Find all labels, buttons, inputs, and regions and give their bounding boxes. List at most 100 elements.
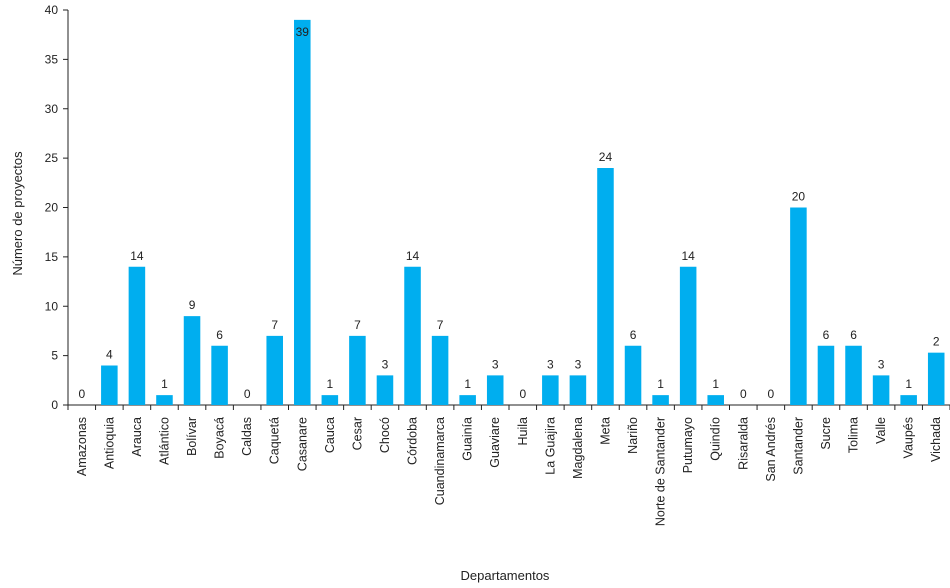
data-label: 1: [161, 377, 168, 391]
category-label: Atlántico: [157, 417, 171, 465]
y-tick-label: 30: [45, 102, 59, 116]
y-tick-label: 15: [45, 250, 59, 264]
bar: [927, 352, 945, 405]
bar: [652, 395, 669, 405]
data-label: 14: [406, 249, 420, 263]
x-axis-title: Departamentos: [461, 568, 550, 583]
data-label: 39: [296, 25, 310, 39]
data-label: 6: [850, 328, 857, 342]
bar: [790, 207, 807, 405]
data-label: 0: [244, 387, 251, 401]
data-label: 1: [712, 377, 719, 391]
category-label: Meta: [598, 417, 612, 445]
data-label: 2: [933, 335, 940, 349]
data-label: 9: [189, 298, 196, 312]
category-label: Antioquia: [102, 417, 116, 469]
data-label: 7: [354, 318, 361, 332]
data-labels: 0 4 14 1 9 6 0 7 39 1 7 3 14 7 1 3 0 3 3 24 6 1 14 1 0 0 20 6 6 3 1 2: [78, 25, 939, 401]
category-label: Guaviare: [488, 417, 502, 468]
data-label: 1: [905, 377, 912, 391]
data-label: 3: [547, 357, 554, 371]
bar: [542, 375, 559, 405]
y-tick-label: 5: [51, 349, 58, 363]
bar: [266, 335, 283, 405]
category-label: Vichada: [929, 417, 943, 462]
category-label: Córdoba: [406, 417, 420, 465]
data-label: 0: [740, 387, 747, 401]
data-label: 6: [823, 328, 830, 342]
category-label: Norte de Santander: [654, 417, 668, 526]
data-label: 4: [106, 348, 113, 362]
data-label: 6: [216, 328, 223, 342]
data-label: 20: [792, 190, 806, 204]
data-label: 14: [681, 249, 695, 263]
bar: [597, 168, 614, 405]
data-label: 0: [768, 387, 775, 401]
y-tick-label: 40: [45, 3, 59, 17]
bar: [872, 375, 890, 405]
category-label: Sucre: [819, 417, 833, 450]
x-axis: [67, 404, 950, 410]
bar: [128, 266, 146, 405]
bar: [624, 345, 642, 405]
data-label: 0: [78, 387, 85, 401]
bar: [679, 266, 697, 405]
data-label: 1: [657, 377, 664, 391]
bar: [101, 365, 118, 405]
y-tick-label: 0: [51, 398, 58, 412]
category-label: Risaralda: [736, 417, 750, 470]
data-label: 7: [271, 318, 278, 332]
category-label: Nariño: [626, 417, 640, 454]
y-axis-title: Número de proyectos: [10, 151, 25, 276]
bar: [569, 375, 587, 405]
bar: [349, 335, 366, 405]
y-axis: 0 5 10 15 20 25 30 35 40: [45, 3, 69, 412]
data-label: 1: [464, 377, 471, 391]
bar: [817, 345, 835, 405]
data-label: 24: [599, 150, 613, 164]
category-labels: Amazonas Antioquia Arauca Atlántico Bolívar B…: [75, 417, 943, 526]
y-tick-label: 35: [45, 52, 59, 66]
category-label: Caquetá: [268, 417, 282, 464]
category-label: Quindío: [709, 417, 723, 461]
category-label: Valle: [874, 417, 888, 444]
bars: [101, 19, 945, 405]
bar: [376, 375, 394, 405]
category-label: Arauca: [130, 417, 144, 457]
bar: [156, 395, 173, 405]
category-label: Cesar: [350, 417, 364, 450]
y-tick-label: 25: [45, 151, 59, 165]
y-tick-label: 20: [45, 201, 59, 215]
bar: [486, 375, 504, 405]
category-label: Magdalena: [571, 417, 585, 479]
bar: [404, 266, 421, 405]
data-label: 14: [130, 249, 144, 263]
category-label: Putumayo: [681, 417, 695, 473]
data-label: 0: [519, 387, 526, 401]
data-label: 3: [878, 357, 885, 371]
category-label: San Andrés: [764, 417, 778, 482]
data-label: 3: [492, 357, 499, 371]
bar: [211, 345, 228, 405]
bar: [183, 316, 201, 405]
data-label: 1: [327, 377, 334, 391]
category-label: Bolívar: [185, 417, 199, 456]
y-tick-label: 10: [45, 299, 59, 313]
data-label: 3: [575, 357, 582, 371]
category-label: Tolima: [847, 417, 861, 453]
category-label: Cuandinamarca: [433, 417, 447, 505]
category-label: Boyacá: [213, 417, 227, 459]
category-label: La Guajira: [543, 417, 557, 475]
category-label: Guainía: [461, 417, 475, 461]
data-label: 6: [630, 328, 637, 342]
category-label: Santander: [791, 417, 805, 475]
bar: [900, 395, 917, 405]
category-label: Huila: [516, 417, 530, 446]
bar: [294, 19, 311, 405]
bar: [431, 335, 449, 405]
category-label: Caldas: [240, 417, 254, 456]
category-label: Amazonas: [75, 417, 89, 476]
bar: [707, 395, 724, 405]
category-label: Casanare: [295, 417, 309, 471]
